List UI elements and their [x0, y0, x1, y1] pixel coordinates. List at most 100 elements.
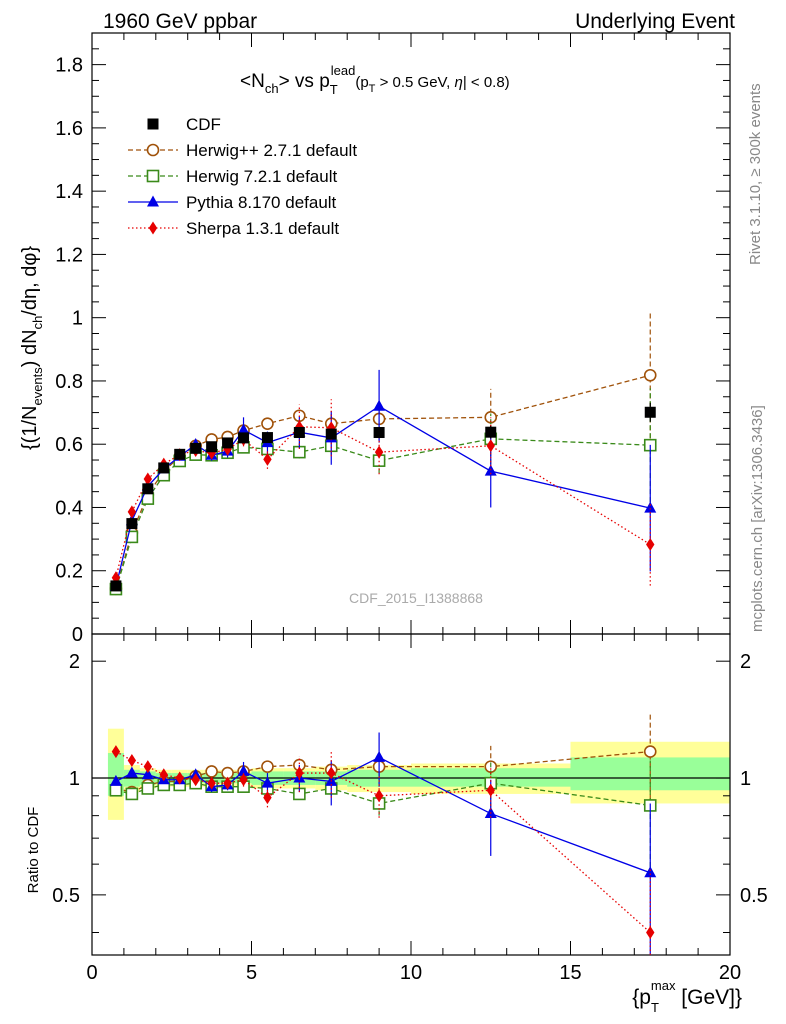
main-cdf-point [644, 406, 656, 418]
ratio-y-tick-label: 0.5 [52, 885, 80, 907]
ratio-pythia-point [237, 764, 250, 776]
y-tick-label: 1.4 [55, 181, 83, 203]
main-sherpa-point [374, 445, 384, 459]
x-tick-label: 5 [246, 962, 257, 984]
ratio-herwigpp-point [205, 765, 218, 778]
main-pythia-point [373, 399, 386, 411]
main-cdf-point [190, 442, 202, 454]
legend-marker-cdf [147, 118, 159, 130]
y-tick-label: 0.8 [55, 371, 83, 393]
legend-label-cdf: CDF [186, 115, 221, 134]
ratio-herwig7-point [141, 782, 155, 795]
ratio-pythia-point [261, 776, 274, 788]
y-tick-label: 1.6 [55, 118, 83, 140]
ratio-sherpa-point [239, 773, 248, 787]
ratio-pythia-point [109, 774, 122, 786]
y-tick-label: 0.4 [55, 497, 83, 519]
ratio-sherpa-point [295, 766, 304, 780]
ratio-y-tick-label-right: 1 [740, 768, 751, 790]
ratio-ylabel: Ratio to CDF [25, 807, 42, 894]
main-cdf-point [325, 428, 337, 440]
ratio-sherpa-point [175, 771, 184, 785]
ratio-pythia-point [141, 768, 154, 780]
ratio-herwigpp-point [643, 745, 657, 758]
watermark: CDF_2015_I1388868 [349, 590, 483, 606]
ratio-sherpa-point [327, 766, 336, 780]
legend-label-pythia: Pythia 8.170 default [186, 193, 337, 212]
ratio-sherpa-point [207, 776, 216, 790]
x-tick-label: 0 [86, 962, 97, 984]
ratio-herwigpp-point [261, 760, 274, 773]
main-herwigpp-point [261, 417, 274, 430]
ratio-y-tick-label: 1 [69, 768, 80, 790]
main-cdf-point [174, 448, 186, 460]
legend-marker-herwig7 [146, 169, 160, 183]
y-tick-label: 1.2 [55, 244, 83, 266]
main-cdf-point [222, 437, 234, 449]
main-cdf-point [293, 427, 305, 439]
legend-label-herwigpp: Herwig++ 2.7.1 default [186, 141, 357, 160]
main-cdf-point [110, 580, 122, 592]
main-sherpa-line [115, 426, 651, 578]
y-tick-label: 1.8 [55, 55, 83, 77]
main-herwigpp-point [643, 368, 657, 382]
main-cdf-point [261, 432, 273, 444]
main-cdf-point [238, 432, 250, 444]
y-tick-label: 0 [72, 624, 83, 646]
main-cdf-point [126, 518, 138, 530]
y-tick-label: 1 [72, 308, 83, 330]
ratio-sherpa-point [263, 791, 272, 805]
ratio-sherpa-point [646, 925, 655, 939]
main-cdf-point [485, 426, 497, 438]
ratio-y-tick-label-right: 0.5 [740, 885, 768, 907]
rivet-label: Rivet 3.1.10, ≥ 300k events [747, 83, 764, 265]
ratio-sherpa-point [143, 760, 153, 774]
legend-label-sherpa: Sherpa 1.3.1 default [186, 219, 339, 238]
y-tick-label: 0.6 [55, 434, 83, 456]
ratio-sherpa-point [191, 773, 200, 787]
ratio-pythia-point [373, 750, 386, 762]
main-sherpa-point [207, 446, 216, 460]
main-series-layer [109, 311, 657, 596]
main-pythia-point [237, 423, 250, 435]
main-herwig7-point [125, 530, 139, 544]
main-sherpa-point [486, 439, 495, 453]
main-sherpa-point [263, 452, 272, 466]
ratio-sherpa-point [127, 753, 137, 767]
y-tick-label: 0.2 [55, 561, 83, 583]
main-cdf-point [206, 441, 218, 453]
x-tick-label: 20 [719, 962, 741, 984]
legend: CDF Herwig++ 2.7.1 default Herwig 7.2.1 de… [128, 115, 357, 238]
header-right: Underlying Event [575, 10, 735, 33]
ratio-y-tick-label: 2 [69, 651, 80, 673]
main-cdf-point [158, 462, 170, 474]
ratio-y-tick-label-right: 2 [740, 651, 751, 673]
ratio-series-layer [109, 714, 657, 955]
ratio-sherpa-point [111, 745, 121, 759]
ratio-pythia-point [644, 866, 657, 878]
ratio-herwig7-point [125, 787, 139, 801]
header-left: 1960 GeV ppbar [103, 10, 257, 33]
x-tick-label: 15 [559, 962, 581, 984]
main-pythia-point [644, 501, 657, 513]
ratio-sherpa-point [223, 776, 232, 790]
main-cdf-point [142, 483, 154, 495]
ratio-sherpa-point [486, 783, 495, 797]
main-sherpa-point [646, 537, 655, 551]
ratio-pythia-point [125, 766, 138, 778]
main-cdf-point [373, 427, 385, 439]
main-title: <Nch> vs pTlead(pT > 0.5 GeV, η| < 0.8) [240, 63, 510, 97]
legend-marker-sherpa [148, 221, 158, 235]
xlabel: {pTmax [GeV]} [632, 978, 742, 1015]
ratio-sherpa-line [115, 750, 651, 933]
legend-marker-pythia [147, 195, 159, 207]
main-sherpa-point [143, 472, 153, 486]
mcplots-label: mcplots.cern.ch [arXiv:1306.3436] [749, 405, 766, 632]
legend-label-herwig7: Herwig 7.2.1 default [186, 167, 337, 186]
ratio-sherpa-point [374, 789, 384, 803]
ratio-axes: 0 5 10 15 20 0.5 0.5 1 1 2 2 [52, 633, 768, 984]
main-sherpa-point [127, 505, 137, 519]
main-ylabel: {(1/Nevents) dNch/dη, dφ} [19, 246, 45, 450]
legend-marker-herwigpp [146, 143, 160, 157]
